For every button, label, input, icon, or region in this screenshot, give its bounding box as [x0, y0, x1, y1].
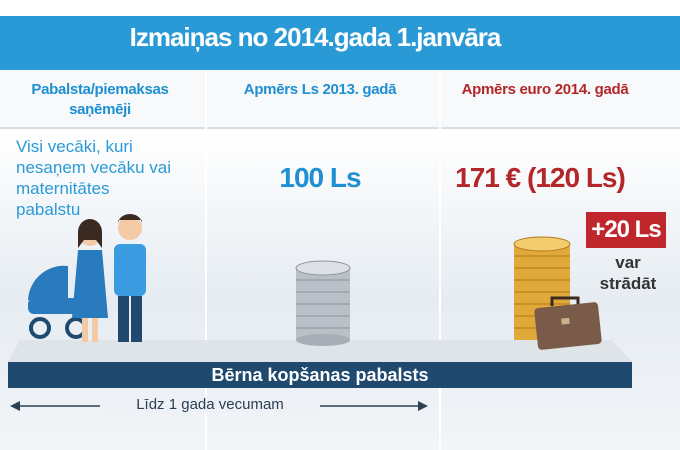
bonus-note: var strādāt: [599, 253, 657, 293]
column-header: Apmērs euro 2014. gadā: [461, 81, 629, 98]
duration: Līdz 1 gada vecumam: [100, 396, 320, 413]
amount-2014: 171 € (120 Ls): [455, 162, 626, 193]
platform: [8, 340, 632, 362]
title: Izmaiņas no 2014.gada 1.janvāra: [129, 22, 502, 52]
mother-icon: [72, 219, 108, 342]
amount-2013: 100 Ls: [279, 162, 361, 193]
coin-stack-silver: [295, 260, 351, 346]
banner-bar: [8, 362, 632, 388]
column-header: Apmērs Ls 2013. gadā: [243, 81, 397, 98]
header-row: [0, 70, 680, 128]
banner: Bērna kopšanas pabalsts: [211, 365, 429, 385]
father-icon: [114, 214, 146, 342]
column-header: Pabalsta/piemaksas saņēmēji: [31, 81, 169, 118]
recipients: Visi vecāki, kuri nesaņem vecāku vai mat…: [16, 137, 171, 219]
title-bar: [0, 16, 680, 70]
briefcase-icon: [534, 296, 602, 350]
bonus-badge: +20 Ls: [586, 212, 666, 248]
